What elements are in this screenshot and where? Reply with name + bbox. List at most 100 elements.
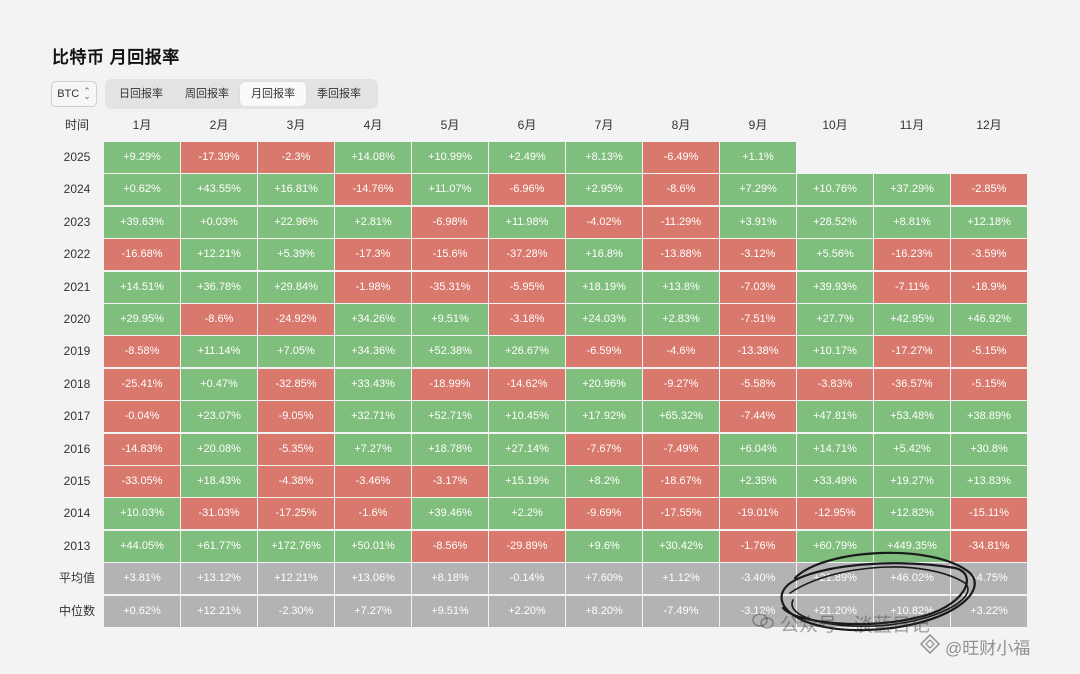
- year-label: 2013: [63, 538, 91, 553]
- return-cell: +14.51%: [104, 271, 180, 303]
- summary-cell: +0.62%: [104, 595, 180, 627]
- return-cell: -13.38%: [720, 336, 796, 368]
- return-cell: -4.02%: [566, 206, 642, 238]
- return-cell: +29.84%: [258, 271, 334, 303]
- return-cell: +33.49%: [797, 466, 873, 497]
- return-cell: +7.29%: [720, 174, 796, 206]
- return-cell: +449.35%: [874, 530, 950, 562]
- return-cell: +11.07%: [412, 174, 488, 206]
- return-cell: +65.32%: [643, 401, 719, 433]
- return-cell: -17.25%: [258, 498, 334, 530]
- return-cell: -5.15%: [951, 368, 1027, 400]
- return-cell: -37.28%: [489, 239, 565, 271]
- return-cell: +34.26%: [335, 304, 411, 335]
- return-cell: -25.41%: [104, 368, 180, 400]
- return-cell: -14.62%: [489, 368, 565, 400]
- month-header: 11月: [899, 118, 925, 132]
- return-cell: -7.67%: [566, 433, 642, 465]
- month-header: 1月: [132, 118, 152, 132]
- return-cell: +10.45%: [489, 401, 565, 433]
- return-cell: +9.51%: [412, 304, 488, 335]
- summary-cell: +12.21%: [258, 563, 334, 595]
- return-cell: -11.29%: [643, 206, 719, 238]
- return-cell: +26.67%: [489, 336, 565, 368]
- return-cell: -17.3%: [335, 239, 411, 271]
- return-cell: +37.29%: [874, 174, 950, 206]
- summary-cell: +1.12%: [643, 563, 719, 595]
- return-cell: +43.55%: [181, 174, 257, 206]
- return-cell: -8.56%: [412, 530, 488, 562]
- summary-cell: +9.51%: [412, 595, 488, 627]
- return-cell: +6.04%: [720, 433, 796, 465]
- return-cell: -1.6%: [335, 498, 411, 530]
- return-cell: -16.23%: [874, 239, 950, 271]
- return-cell: +53.48%: [874, 401, 950, 433]
- return-cell: -5.35%: [258, 433, 334, 465]
- return-cell: +2.95%: [566, 174, 642, 206]
- return-cell: -6.98%: [412, 206, 488, 238]
- tab-1[interactable]: 周回报率: [185, 88, 229, 100]
- return-cell: +39.63%: [104, 206, 180, 238]
- return-cell: -5.15%: [951, 336, 1027, 368]
- return-cell: +7.05%: [258, 336, 334, 368]
- return-cell: +39.46%: [412, 498, 488, 530]
- return-cell: [797, 142, 873, 173]
- return-cell: -6.59%: [566, 336, 642, 368]
- return-cell: -16.68%: [104, 239, 180, 271]
- return-cell: -7.03%: [720, 271, 796, 303]
- return-cell: +172.76%: [258, 530, 334, 562]
- return-cell: +28.52%: [797, 206, 873, 238]
- return-cell: -2.85%: [951, 174, 1027, 206]
- return-cell: -34.81%: [951, 530, 1027, 562]
- return-cell: +8.2%: [566, 466, 642, 497]
- return-cell: +17.92%: [566, 401, 642, 433]
- year-label: 2017: [63, 409, 91, 424]
- return-cell: +42.95%: [874, 304, 950, 335]
- asset-select[interactable]: BTC ⌃ ⌄: [51, 81, 97, 107]
- summary-cell: +13.06%: [335, 563, 411, 595]
- return-cell: -5.95%: [489, 271, 565, 303]
- return-cell: -5.58%: [720, 368, 796, 400]
- tab-2[interactable]: 月回报率: [240, 82, 306, 106]
- return-cell: +22.96%: [258, 206, 334, 238]
- summary-cell: +3.22%: [951, 595, 1027, 627]
- return-cell: -7.51%: [720, 304, 796, 335]
- return-cell: +32.71%: [335, 401, 411, 433]
- return-cell: +27.7%: [797, 304, 873, 335]
- summary-cell: -2.30%: [258, 595, 334, 627]
- return-cell: -7.44%: [720, 401, 796, 433]
- page-title: 比特币 月回报率: [52, 48, 180, 67]
- return-cell: +0.62%: [104, 174, 180, 206]
- diamond-logo-icon: [919, 633, 941, 659]
- return-cell: -18.67%: [643, 466, 719, 497]
- return-cell: +46.92%: [951, 304, 1027, 335]
- return-cell: +23.07%: [181, 401, 257, 433]
- return-cell: +8.13%: [566, 142, 642, 173]
- year-label: 2018: [63, 376, 91, 391]
- return-cell: +44.05%: [104, 530, 180, 562]
- month-header: 9月: [748, 118, 768, 132]
- tab-3[interactable]: 季回报率: [317, 88, 361, 100]
- return-cell: -17.27%: [874, 336, 950, 368]
- return-cell: [874, 142, 950, 173]
- return-cell: -36.57%: [874, 368, 950, 400]
- return-cell: -12.95%: [797, 498, 873, 530]
- return-cell: +60.79%: [797, 530, 873, 562]
- return-cell: +10.17%: [797, 336, 873, 368]
- return-cell: +0.47%: [181, 368, 257, 400]
- summary-cell: +8.18%: [412, 563, 488, 595]
- year-label: 2014: [63, 506, 91, 521]
- summary-cell: +3.81%: [104, 563, 180, 595]
- month-header: 8月: [671, 118, 691, 132]
- return-cell: -3.59%: [951, 239, 1027, 271]
- return-cell: +16.8%: [566, 239, 642, 271]
- return-cell: -14.76%: [335, 174, 411, 206]
- return-cell: +34.36%: [335, 336, 411, 368]
- return-cell: -14.83%: [104, 433, 180, 465]
- return-cell: +7.27%: [335, 433, 411, 465]
- month-header: 5月: [440, 118, 460, 132]
- return-cell: +2.83%: [643, 304, 719, 335]
- return-cell: +1.1%: [720, 142, 796, 173]
- return-cell: +12.82%: [874, 498, 950, 530]
- tab-0[interactable]: 日回报率: [119, 88, 163, 100]
